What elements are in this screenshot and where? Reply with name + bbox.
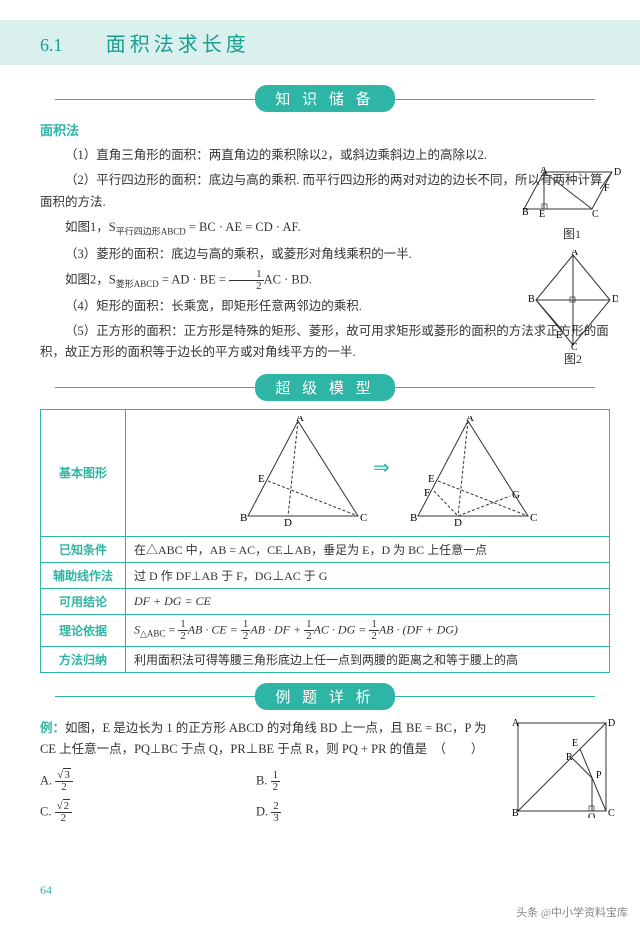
knowledge-subtitle: 面积法 [40,120,610,139]
svg-text:F: F [604,183,610,194]
option-b: B. 12 [256,770,472,793]
svg-text:F: F [424,487,430,499]
k-p3: （3）菱形的面积：底边与高的乘积，或菱形对角线乘积的一半. [40,244,610,265]
option-c: C. 22 [40,801,256,824]
svg-text:D: D [612,294,618,305]
figure-1: AD BC EF 图1 [522,167,622,242]
row-basic-shape: 基本图形 [41,409,126,536]
k-p4: （4）矩形的面积：长乘宽，即矩形任意两邻边的乘积. [40,296,610,317]
k-p5: （5）正方形的面积：正方形是特殊的矩形、菱形，故可用求矩形或菱形的面积的方法求正… [40,321,610,364]
model-figures: A BC ED ⇒ A BC EF DG [126,409,610,536]
svg-text:P: P [596,770,602,781]
svg-text:C: C [571,342,578,350]
option-a: A. 32 [40,770,256,793]
page-number: 64 [40,883,52,898]
k-p1: （1）直角三角形的面积：两直角边的乘积除以2，或斜边乘斜边上的高除以2. [40,145,610,166]
svg-text:E: E [428,473,435,485]
svg-text:D: D [454,517,462,526]
svg-text:C: C [592,209,599,220]
svg-text:R: R [566,752,573,763]
knowledge-block: （1）直角三角形的面积：两直角边的乘积除以2，或斜边乘斜边上的高除以2. （2）… [40,145,610,364]
svg-text:B: B [512,808,519,818]
svg-text:E: E [572,738,578,749]
pill-example: 例 题 详 析 [255,683,395,710]
svg-text:E: E [556,330,562,341]
section-number: 6.1 [40,35,63,55]
svg-text:A: A [512,718,520,729]
example-label: 例： [40,721,65,735]
section-title: 面积法求长度 [106,34,250,56]
model-table: 基本图形 A B C E D ⇒ [40,409,610,673]
option-d: D. 23 [256,801,472,824]
svg-text:E: E [539,209,545,220]
example-stem: 如图，E 是边长为 1 的正方形 ABCD 的对角线 BD 上一点，且 BE =… [40,721,487,756]
example-block: 例：如图，E 是边长为 1 的正方形 ABCD 的对角线 BD 上一点，且 BE… [40,718,610,829]
svg-text:A: A [296,416,304,424]
svg-text:B: B [528,294,535,305]
pill-knowledge: 知 识 储 备 [255,85,395,112]
svg-text:B: B [410,512,417,524]
svg-text:D: D [608,718,615,729]
svg-text:C: C [360,512,367,524]
section-header: 6.1 面积法求长度 [0,20,640,65]
svg-text:⇒: ⇒ [373,457,390,479]
watermark: 头条 @中小学资料宝库 [516,904,628,920]
svg-text:A: A [466,416,474,424]
svg-text:A: A [540,167,548,176]
svg-text:A: A [571,250,579,258]
svg-text:D: D [614,167,621,178]
svg-text:B: B [522,207,529,218]
svg-text:C: C [530,512,537,524]
svg-text:G: G [512,489,520,501]
svg-text:Q: Q [588,812,596,818]
svg-text:B: B [240,512,247,524]
theory-cell: S△ABC = 12AB · CE = 12AB · DF + 12AC · D… [126,614,610,646]
example-figure: A D B C E P R Q [510,718,620,818]
svg-text:C: C [608,808,615,818]
pill-model: 超 级 模 型 [255,374,395,401]
svg-text:E: E [258,473,265,485]
figure-2: AD BC E 图2 [528,250,618,367]
svg-text:D: D [284,517,292,526]
k-p3a: 如图2，S菱形ABCD = AD · BE = 12AC · BD. [40,269,610,292]
